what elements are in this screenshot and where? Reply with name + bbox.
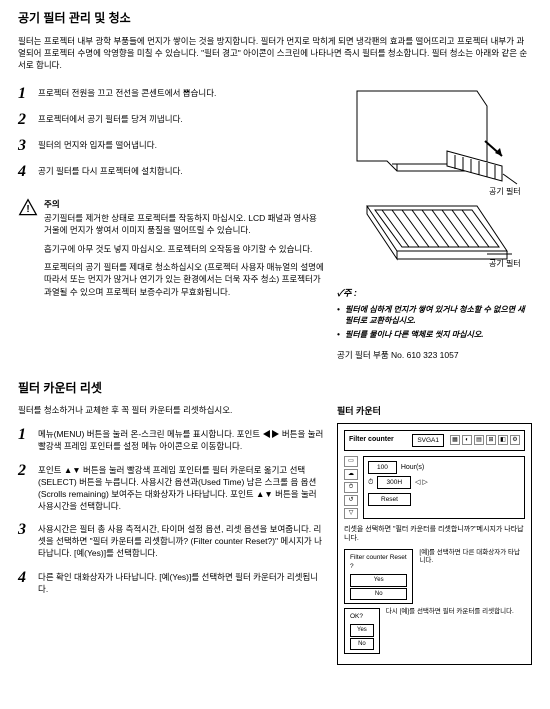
warning-title: 주의 [44, 198, 325, 210]
warning-p2: 흡기구에 아무 것도 넣지 마십시오. 프로젝터의 오작동을 야기할 수 있습니… [44, 243, 325, 255]
note-item-1: 필터에 심하게 먼지가 쌓여 있거나 청소할 수 없으면 새 필터로 교환하십시… [337, 304, 532, 326]
section1-right: 공기 필터 공기 필 [337, 86, 532, 363]
dialog2-row: OK? Yes No 다시 [예]를 선택하면 필터 카운터를 리셋합니다. [344, 608, 525, 654]
step-num-1: 1 [18, 86, 38, 102]
hour-unit: Hour(s) [401, 463, 424, 473]
icon-f: ⚙ [510, 435, 520, 445]
section2-right: 필터 카운터 Filter counter SVGA1 ▦ ◐ ▤ ⊞ ◧ ⚙ … [337, 405, 532, 665]
step-text-4: 공기 필터를 다시 프로젝터에 설치합니다. [38, 164, 183, 178]
dialog1-no[interactable]: No [350, 588, 407, 600]
step-text-3: 필터의 먼지와 입자를 떨어냅니다. [38, 138, 157, 152]
reset-button[interactable]: Reset [368, 493, 411, 506]
step-3: 3 필터의 먼지와 입자를 떨어냅니다. [18, 138, 325, 154]
icon-b: ◐ [462, 435, 472, 445]
step2-text-2: 포인트 ▲▼ 버튼을 눌러 빨강색 프레임 포인터를 필터 카운터로 옮기고 선… [38, 463, 325, 513]
step2-text-1: 메뉴(MENU) 버튼을 눌러 온-스크린 메뉴를 표시합니다. 포인트 ◀▶ … [38, 427, 325, 453]
step-num-2: 2 [18, 112, 38, 128]
ok-label: OK? [350, 612, 374, 621]
step-2: 2 프로젝터에서 공기 필터를 당겨 끼냅니다. [18, 112, 325, 128]
icon-a: ▦ [450, 435, 460, 445]
section1-left: 1 프로젝터 전원을 끄고 전선을 콘센트에서 뽑습니다. 2 프로젝터에서 공… [18, 86, 325, 363]
counter-title: 필터 카운터 [337, 405, 532, 418]
dialog1-row: Filter counter Reset ? Yes No [예]를 선택하면 … [344, 549, 525, 604]
dialog2-no[interactable]: No [350, 638, 374, 650]
topbar-icons: ▦ ◐ ▤ ⊞ ◧ ⚙ [450, 435, 520, 445]
step2-text-3: 사용시간은 필터 총 사용 측적시간, 타이머 설정 옵션, 리셋 옵션을 보여… [38, 522, 325, 560]
icon-d: ⊞ [486, 435, 496, 445]
section1-body: 1 프로젝터 전원을 끄고 전선을 콘센트에서 뽑습니다. 2 프로젝터에서 공… [18, 86, 532, 363]
side-icon-2: ☁ [344, 469, 358, 480]
side-icons: ▭ ☁ ⏱ ↺ ▽ [344, 456, 358, 519]
warning-icon: ! [18, 198, 38, 304]
step2-3: 3 사용시간은 필터 총 사용 측적시간, 타이머 설정 옵션, 리셋 옵션을 … [18, 522, 325, 560]
step2-text-4: 다른 확인 대화상자가 나타납니다. [예(Yes)]를 선택하면 필터 카운터… [38, 570, 325, 596]
step-num-4: 4 [18, 164, 38, 180]
dialog2-note: 다시 [예]를 선택하면 필터 카운터를 리셋합니다. [386, 608, 514, 616]
step2-num-2: 2 [18, 463, 38, 479]
notes-title: ✓주 : [337, 287, 532, 300]
step-text-2: 프로젝터에서 공기 필터를 당겨 끼냅니다. [38, 112, 183, 126]
mode-box: SVGA1 [412, 434, 444, 447]
filter-label-2: 공기 필터 [489, 258, 521, 268]
timer-value: 300H [377, 476, 411, 489]
section2-left: 필터를 청소하거나 교체한 후 꼭 필터 카운터를 리셋하십시오. 1 메뉴(M… [18, 405, 325, 665]
dialog1-yes[interactable]: Yes [350, 574, 407, 586]
side-icon-3: ⏱ [344, 482, 358, 493]
icon-e: ◧ [498, 435, 508, 445]
detail-box: 100 Hour(s) ⏱ 300H ◁ ▷ Reset [363, 456, 525, 519]
section2-body: 필터를 청소하거나 교체한 후 꼭 필터 카운터를 리셋하십시오. 1 메뉴(M… [18, 405, 532, 665]
warning-p3: 프로젝터의 공기 필터를 제대로 청소하십시오 (프로젝터 사용자 매뉴얼의 설… [44, 261, 325, 298]
dialog2: OK? Yes No [344, 608, 380, 654]
osd-detail: ▭ ☁ ⏱ ↺ ▽ 100 Hour(s) ⏱ 300H ◁ ▷ [344, 456, 525, 519]
warning-content: 주의 공기필터를 제거한 상태로 프로젝터를 작동하지 마십시오. LCD 패널… [44, 198, 325, 304]
part-number: 공기 필터 부품 No. 610 323 1057 [337, 350, 532, 362]
side-icon-1: ▭ [344, 456, 358, 467]
step2-num-1: 1 [18, 427, 38, 443]
step-text-1: 프로젝터 전원을 끄고 전선을 콘센트에서 뽑습니다. [38, 86, 216, 100]
counter-panel: Filter counter SVGA1 ▦ ◐ ▤ ⊞ ◧ ⚙ ▭ ☁ ⏱ ↺ [337, 423, 532, 665]
timer-row: ⏱ 300H ◁ ▷ [368, 476, 520, 489]
step2-4: 4 다른 확인 대화상자가 나타납니다. [예(Yes)]를 선택하면 필터 카… [18, 570, 325, 596]
info1: 리셋을 선택하면 "필터 카운터를 리셋합니까?"메시지가 나타납니다. [344, 525, 525, 543]
side-icon-4: ↺ [344, 495, 358, 506]
dialog1: Filter counter Reset ? Yes No [344, 549, 413, 604]
note-item-2: 필터를 물이나 다른 액체로 씻지 마십시오. [337, 329, 532, 340]
hour-row: 100 Hour(s) [368, 461, 520, 474]
warning-p1: 공기필터를 제거한 상태로 프로젝터를 작동하지 마십시오. LCD 패널과 영… [44, 212, 325, 237]
dialog1-yn: Yes No [350, 574, 407, 600]
step-num-3: 3 [18, 138, 38, 154]
step-4: 4 공기 필터를 다시 프로젝터에 설치합니다. [18, 164, 325, 180]
fc-label: Filter counter [349, 435, 394, 445]
hour-value: 100 [368, 461, 397, 474]
dialog1-text: Filter counter Reset ? [350, 553, 407, 571]
side-icon-5: ▽ [344, 508, 358, 519]
section1-title: 공기 필터 관리 및 청소 [18, 10, 532, 27]
notes-list: 필터에 심하게 먼지가 쌓여 있거나 청소할 수 없으면 새 필터로 교환하십시… [337, 304, 532, 341]
step-1: 1 프로젝터 전원을 끄고 전선을 콘센트에서 뽑습니다. [18, 86, 325, 102]
step2-num-4: 4 [18, 570, 38, 586]
section2-title: 필터 카운터 리셋 [18, 380, 532, 397]
step2-num-3: 3 [18, 522, 38, 538]
step2-2: 2 포인트 ▲▼ 버튼을 눌러 빨강색 프레임 포인터를 필터 카운터로 옮기고… [18, 463, 325, 513]
dialog2-yn: Yes No [350, 624, 374, 650]
svg-text:!: ! [26, 204, 29, 215]
filter-illustration: 공기 필터 공기 필 [337, 86, 532, 276]
step2-1: 1 메뉴(MENU) 버튼을 눌러 온-스크린 메뉴를 표시합니다. 포인트 ◀… [18, 427, 325, 453]
warning-box: ! 주의 공기필터를 제거한 상태로 프로젝터를 작동하지 마십시오. LCD … [18, 198, 325, 304]
dialog2-yes[interactable]: Yes [350, 624, 374, 636]
icon-c: ▤ [474, 435, 484, 445]
filter-label-1: 공기 필터 [489, 186, 521, 196]
section1-intro: 필터는 프로젝터 내부 광학 부품들에 먼지가 쌓이는 것을 방지합니다. 필터… [18, 35, 532, 72]
dialog1-note: [예]를 선택하면 다른 대화상자가 타납니다. [419, 549, 525, 566]
section2-intro: 필터를 청소하거나 교체한 후 꼭 필터 카운터를 리셋하십시오. [18, 405, 325, 417]
osd-topbar: Filter counter SVGA1 ▦ ◐ ▤ ⊞ ◧ ⚙ [344, 430, 525, 451]
timer-icon: ⏱ [368, 478, 373, 488]
